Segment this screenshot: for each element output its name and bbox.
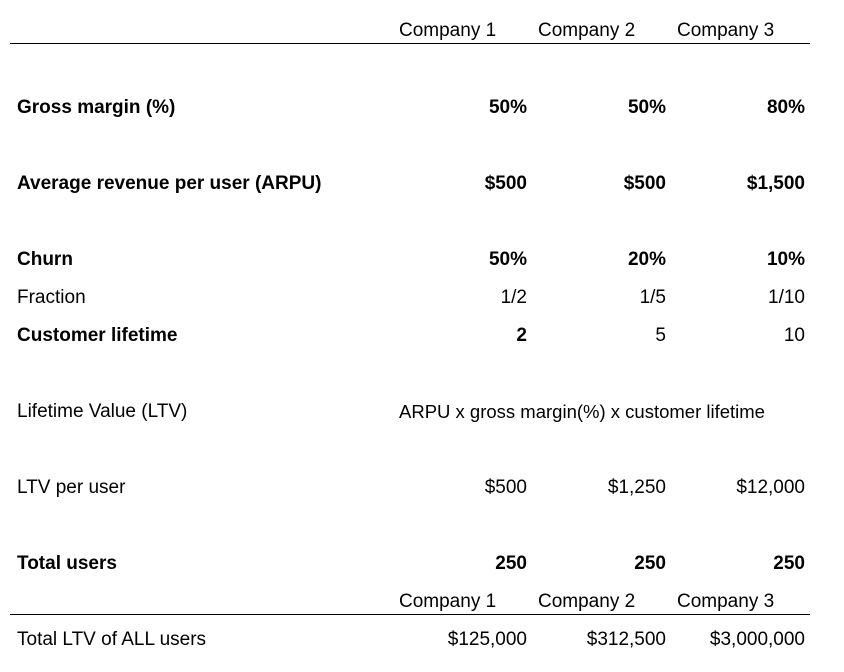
churn-company-3: 10%: [766, 249, 805, 270]
ltv-per-user-company-1: $500: [484, 477, 527, 498]
total-ltv-company-3: $3,000,000: [709, 629, 805, 650]
arpu-company-3: $1,500: [746, 173, 805, 194]
ltv-per-user-company-2: $1,250: [607, 477, 666, 498]
ltv-formula: ARPU x gross margin(%) x customer lifeti…: [399, 401, 765, 422]
footer-rule: [10, 614, 810, 615]
fraction-label: Fraction: [17, 287, 86, 308]
ltv-per-user-label: LTV per user: [17, 477, 126, 498]
gross-margin-company-1: 50%: [488, 97, 527, 118]
total-users-company-2: 250: [634, 553, 666, 574]
header-company-1: Company 1: [399, 20, 497, 41]
footer-header-company-3: Company 3: [677, 591, 775, 612]
ltv-label: Lifetime Value (LTV): [17, 401, 188, 422]
gross-margin-company-2: 50%: [627, 97, 666, 118]
arpu-company-1: $500: [484, 173, 527, 194]
total-ltv-label: Total LTV of ALL users: [17, 629, 207, 650]
gross-margin-company-3: 80%: [766, 97, 805, 118]
customer-lifetime-company-3: 10: [783, 325, 805, 346]
header-rule: [10, 43, 810, 44]
churn-company-1: 50%: [488, 249, 527, 270]
header-company-2: Company 2: [538, 20, 636, 41]
fraction-company-2: 1/5: [639, 287, 666, 308]
header-company-3: Company 3: [677, 20, 775, 41]
ltv-per-user-company-3: $12,000: [736, 477, 805, 498]
total-users-label: Total users: [17, 553, 117, 574]
total-users-company-3: 250: [773, 553, 805, 574]
gross-margin-label: Gross margin (%): [17, 97, 176, 118]
footer-header-company-1: Company 1: [399, 591, 497, 612]
fraction-company-3: 1/10: [768, 287, 805, 308]
total-ltv-company-1: $125,000: [447, 629, 527, 650]
customer-lifetime-label: Customer lifetime: [17, 325, 178, 346]
arpu-company-2: $500: [623, 173, 666, 194]
customer-lifetime-company-1: 2: [516, 325, 527, 346]
footer-header-company-2: Company 2: [538, 591, 636, 612]
arpu-label: Average revenue per user (ARPU): [17, 173, 322, 194]
total-ltv-company-2: $312,500: [586, 629, 666, 650]
customer-lifetime-company-2: 5: [655, 325, 666, 346]
churn-label: Churn: [17, 249, 73, 270]
churn-company-2: 20%: [627, 249, 666, 270]
fraction-company-1: 1/2: [500, 287, 527, 308]
total-users-company-1: 250: [495, 553, 527, 574]
